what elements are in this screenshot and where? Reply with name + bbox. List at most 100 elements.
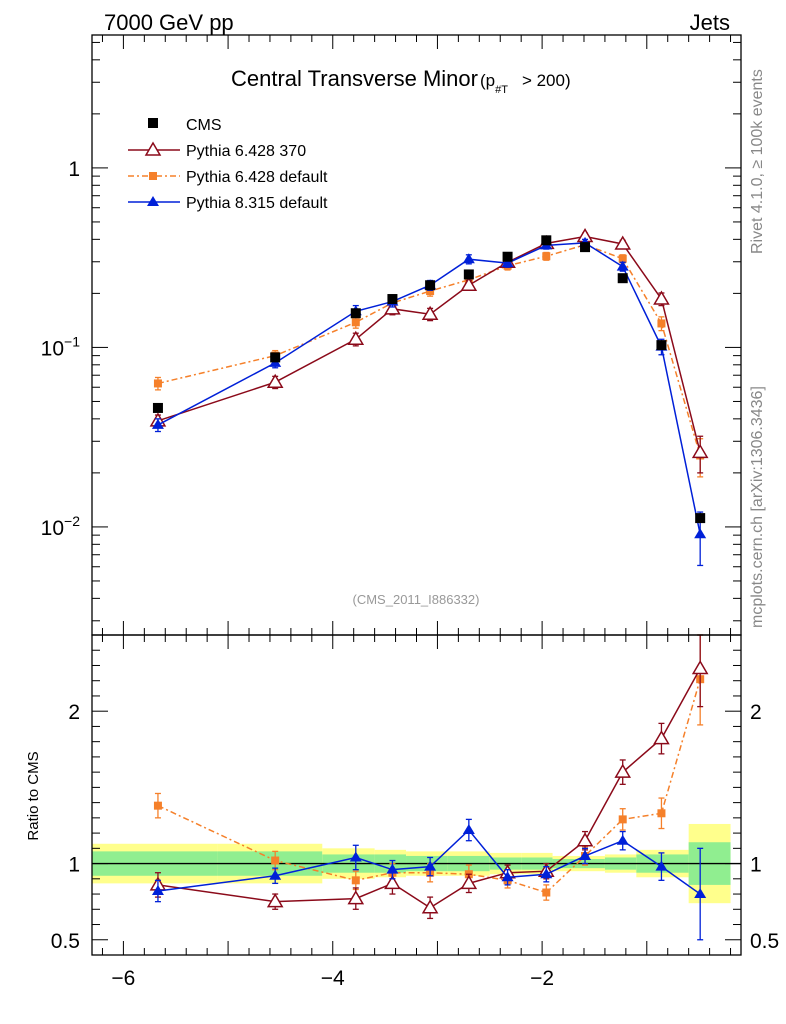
main-cms-point	[152, 402, 163, 413]
ratio-p8-def-point	[269, 869, 282, 880]
ratio-p8-def-point	[616, 834, 629, 845]
chart-title: Central Transverse Minor (p#T > 200)	[231, 66, 571, 96]
main-p8-def-line	[157, 242, 701, 535]
main-p8-def-point	[616, 260, 629, 271]
y-tick-base: 10	[41, 517, 64, 540]
main-p8-def-point	[151, 418, 164, 429]
ratio-p6-370-point	[384, 874, 401, 890]
legend-cms-marker	[148, 118, 158, 128]
ratio-p6-def-point	[618, 815, 627, 824]
legend-p8-default-label: Pythia 8.315 default	[186, 195, 328, 212]
main-p6-370-point	[691, 443, 709, 459]
x-tick-label: −4	[321, 967, 345, 990]
ratio-p6-370-point	[266, 893, 284, 908]
energy-label: 7000 GeV pp	[104, 10, 234, 35]
rivet-version-label: Rivet 4.1.0, ≥ 100k events	[749, 69, 766, 254]
ratio-ylabel: Ratio to CMS	[25, 751, 42, 840]
ratio-p6-def-point	[657, 809, 666, 818]
chart-title-suffix: (p	[480, 71, 495, 90]
main-p6-def-point	[351, 318, 360, 327]
ratio-p6-def-point	[153, 801, 162, 810]
x-tick-label: −2	[530, 967, 554, 990]
ratio-p6-370-point	[347, 890, 365, 905]
y-tick-base: 1	[68, 158, 80, 181]
legend-p6-370-marker	[144, 141, 162, 156]
ratio-y-tick-label-right: 2	[750, 701, 762, 724]
main-panel	[149, 227, 709, 567]
ratio-p6-370-point	[576, 832, 594, 847]
ratio-p8-def-point	[424, 860, 437, 871]
main-cms-point	[463, 269, 474, 280]
chart-title-sub: #T	[495, 84, 508, 96]
ratio-p6-370-point	[614, 763, 632, 778]
ratio-y-tick-label-right: 0.5	[750, 930, 779, 953]
main-cms-point	[580, 242, 591, 253]
ratio-p8-def-line	[157, 828, 701, 895]
main-cms-point	[617, 273, 628, 284]
ratio-p8-def-point	[579, 849, 592, 860]
analysis-watermark: (CMS_2011_I886332)	[353, 592, 480, 607]
ratio-p8-def-point	[540, 868, 553, 879]
legend-cms-label: CMS	[186, 117, 222, 134]
main-p6-370-line	[157, 235, 701, 453]
y-tick-exponent: −2	[64, 513, 80, 529]
chart-title-text: Central Transverse Minor	[231, 66, 478, 91]
main-p6-370-point	[614, 235, 632, 250]
ratio-y-tick-label-right: 1	[750, 854, 762, 877]
legend: CMS Pythia 6.428 370 Pythia 6.428 defaul…	[128, 117, 328, 212]
main-cms-point	[541, 235, 552, 246]
main-p6-def-point	[618, 254, 627, 263]
ratio-y-tick-label-left: 2	[68, 701, 80, 724]
main-cms-point	[350, 308, 361, 319]
ratio-p6-370-line	[157, 668, 701, 909]
ratio-p6-def-point	[542, 888, 551, 897]
main-cms-point	[695, 513, 706, 524]
main-p6-370-point	[421, 305, 439, 321]
ratio-p6-def-point	[271, 856, 280, 865]
main-p6-def-point	[657, 319, 666, 328]
y-tick-base: 10	[41, 337, 64, 360]
main-cms-point	[387, 294, 398, 305]
chart-title-cut: > 200)	[522, 71, 571, 90]
main-p6-370-point	[384, 300, 401, 315]
ratio-p6-370-point	[653, 730, 670, 745]
ratio-p6-370-point	[460, 874, 478, 890]
x-tick-label: −6	[111, 967, 135, 990]
ratio-p8-def-point	[151, 885, 164, 895]
main-cms-point	[270, 352, 281, 363]
main-p8-def-point	[501, 257, 514, 268]
ratio-p8-def-point	[655, 860, 668, 871]
ratio-p8-def-point	[386, 863, 399, 874]
y-tick-exponent: −1	[64, 333, 80, 349]
main-p6-def-point	[153, 379, 162, 388]
main-p6-370-point	[266, 373, 284, 388]
source-label: mcplots.cern.ch [arXiv:1306.3436]	[749, 386, 766, 628]
legend-p8-default-marker	[147, 196, 159, 206]
main-cms-point	[425, 280, 436, 291]
ratio-panel	[92, 634, 741, 941]
ratio-p6-def-point	[351, 876, 360, 885]
legend-p6-370-label: Pythia 6.428 370	[186, 143, 306, 160]
main-cms-point	[656, 340, 667, 351]
ratio-p8-def-point	[694, 888, 707, 899]
ratio-p6-370-point	[421, 899, 439, 914]
ratio-y-tick-label-left: 0.5	[51, 930, 80, 953]
category-label: Jets	[690, 10, 730, 35]
ratio-y-tick-label-left: 1	[68, 854, 80, 877]
ratio-p8-def-point	[462, 824, 475, 835]
ratio-p8-def-point	[501, 871, 514, 882]
main-p8-def-point	[694, 528, 707, 539]
main-p6-370-point	[653, 290, 670, 305]
ratio-frame	[91, 634, 742, 956]
main-p6-def-point	[542, 252, 551, 261]
legend-p6-default-marker	[149, 172, 157, 180]
legend-p6-default-label: Pythia 6.428 default	[186, 169, 328, 186]
main-p6-def-point	[426, 287, 435, 296]
y-tick-label: 10−1	[41, 333, 81, 360]
y-tick-label: 10−2	[41, 513, 81, 540]
main-p8-def-point	[462, 253, 475, 264]
y-tick-label: 1	[68, 158, 80, 181]
ratio-p8-def-point	[349, 851, 362, 862]
main-p6-370-point	[347, 330, 365, 346]
